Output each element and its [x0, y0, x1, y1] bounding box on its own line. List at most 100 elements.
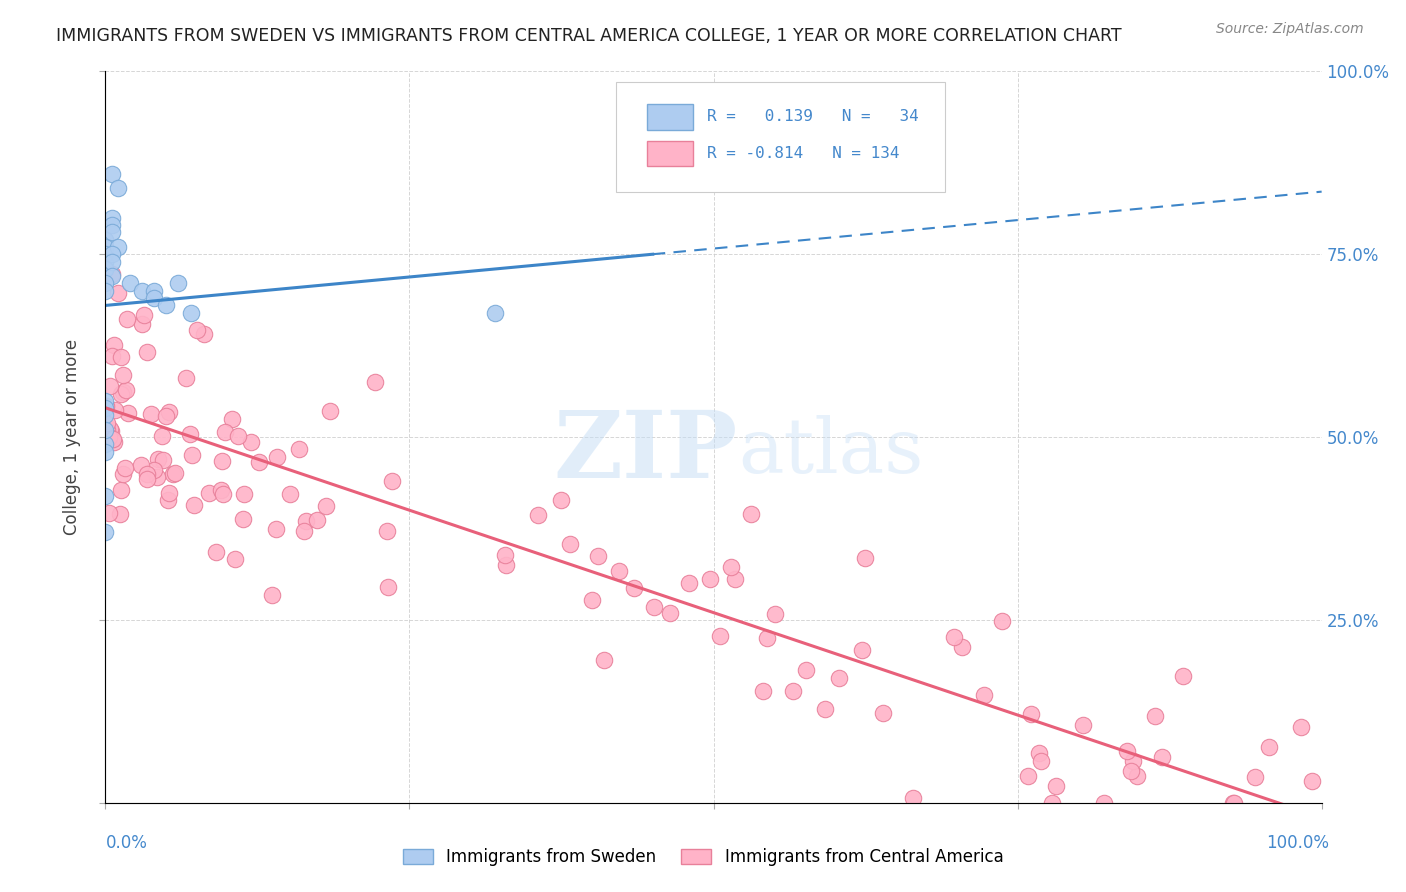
Point [183, 498, 205, 512]
Point [1029, 754, 1052, 768]
Point [872, 706, 894, 720]
Point [110, 387, 132, 401]
Point [755, 632, 778, 646]
Point [107, 240, 129, 254]
Point [100, 225, 122, 239]
Point [1257, 740, 1279, 755]
Point [115, 311, 138, 326]
Text: 0.0%: 0.0% [105, 834, 148, 852]
Point [266, 523, 288, 537]
Point [720, 559, 742, 574]
Point [381, 474, 404, 488]
Point [592, 653, 614, 667]
Point [266, 450, 288, 465]
Point [131, 458, 153, 472]
Point [146, 452, 169, 467]
Point [814, 702, 837, 716]
Point [135, 345, 157, 359]
Point [180, 306, 202, 320]
Point [100, 434, 122, 448]
Text: atlas: atlas [738, 415, 924, 489]
Point [100, 269, 122, 284]
Point [94, 233, 117, 247]
Point [94, 233, 117, 247]
Point [162, 467, 184, 481]
Point [239, 434, 262, 449]
Text: Source: ZipAtlas.com: Source: ZipAtlas.com [1216, 22, 1364, 37]
Point [1152, 750, 1174, 764]
Point [94, 525, 117, 540]
Text: R = -0.814   N = 134: R = -0.814 N = 134 [707, 145, 900, 161]
Point [495, 558, 517, 572]
Point [100, 424, 122, 438]
Point [100, 254, 122, 268]
Point [550, 493, 572, 508]
Point [198, 486, 221, 500]
Point [132, 308, 155, 322]
Point [623, 582, 645, 596]
Point [98, 430, 121, 444]
FancyBboxPatch shape [647, 141, 693, 167]
Point [94, 408, 117, 422]
Point [851, 643, 873, 657]
Point [699, 572, 721, 586]
Text: ZIP: ZIP [554, 407, 738, 497]
Point [1092, 796, 1115, 810]
Point [1073, 717, 1095, 731]
Point [94, 284, 117, 298]
Point [100, 167, 122, 181]
Point [247, 455, 270, 469]
Point [94, 399, 117, 413]
Point [111, 467, 134, 481]
Point [212, 487, 235, 501]
Point [101, 268, 124, 282]
Text: R =   0.139   N =   34: R = 0.139 N = 34 [707, 109, 920, 124]
Point [112, 384, 135, 399]
Point [186, 323, 208, 337]
Point [94, 247, 117, 261]
Point [295, 514, 318, 528]
Point [973, 688, 995, 702]
Point [152, 453, 174, 467]
Text: IMMIGRANTS FROM SWEDEN VS IMMIGRANTS FROM CENTRAL AMERICA COLLEGE, 1 YEAR OR MOR: IMMIGRANTS FROM SWEDEN VS IMMIGRANTS FRO… [56, 27, 1122, 45]
Point [114, 460, 136, 475]
Point [903, 790, 925, 805]
Point [794, 663, 817, 677]
Point [157, 492, 180, 507]
Point [1122, 754, 1144, 768]
Point [97, 431, 120, 445]
Point [494, 548, 516, 562]
Point [104, 402, 127, 417]
Point [100, 422, 122, 436]
Point [107, 181, 129, 195]
Y-axis label: College, 1 year or more: College, 1 year or more [63, 339, 82, 535]
Legend: Immigrants from Sweden, Immigrants from Central America: Immigrants from Sweden, Immigrants from … [395, 840, 1011, 875]
Point [828, 671, 851, 685]
Point [94, 423, 117, 437]
Point [174, 371, 197, 385]
Point [136, 473, 159, 487]
Point [1045, 779, 1067, 793]
Point [221, 412, 243, 426]
Point [94, 393, 117, 408]
Point [131, 284, 153, 298]
Point [991, 614, 1014, 628]
Point [1017, 769, 1039, 783]
Point [214, 425, 236, 439]
Point [101, 432, 124, 446]
Point [165, 466, 187, 480]
Point [94, 261, 117, 276]
Point [167, 277, 190, 291]
Point [139, 407, 162, 421]
Point [96, 424, 118, 438]
FancyBboxPatch shape [616, 82, 945, 192]
Point [205, 545, 228, 559]
Point [131, 318, 153, 332]
Text: 100.0%: 100.0% [1265, 834, 1329, 852]
Point [782, 684, 804, 698]
Point [96, 416, 118, 430]
Point [607, 565, 630, 579]
Point [315, 499, 337, 513]
Point [950, 640, 973, 655]
Point [110, 508, 132, 522]
